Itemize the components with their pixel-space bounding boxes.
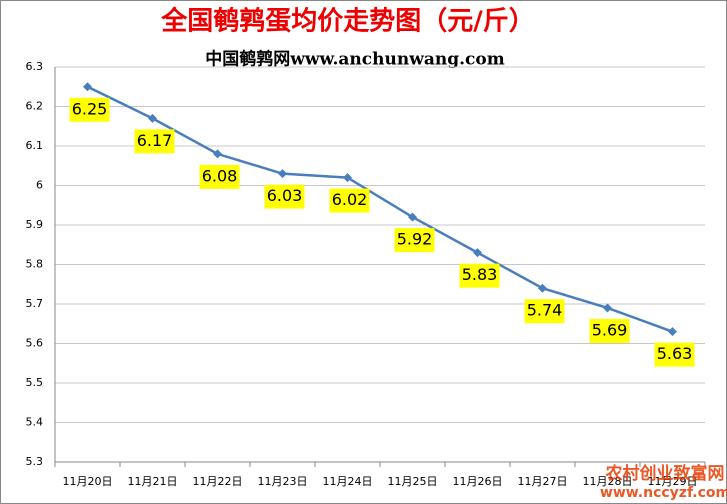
y-tick-label: 5.3 xyxy=(26,455,44,468)
y-tick-label: 6.2 xyxy=(26,100,44,113)
line xyxy=(86,85,673,333)
x-tick-label: 11月27日 xyxy=(518,475,568,488)
marker xyxy=(473,248,482,258)
data-label-bg xyxy=(524,299,565,324)
y-tick-label: 5.7 xyxy=(26,297,44,310)
data-label: 5.83 xyxy=(462,265,498,284)
data-label: 6.03 xyxy=(267,186,303,205)
y-tick-label: 6 xyxy=(36,179,43,192)
x-tick-label: 11月24日 xyxy=(323,475,373,488)
chart-subtitle: 中国鹌鹑网www.anchunwang.com xyxy=(205,49,504,70)
data-label-bg xyxy=(199,164,240,189)
data-label-bg xyxy=(69,97,110,122)
x-tick-label: 11月20日 xyxy=(63,475,113,488)
marker xyxy=(278,169,287,179)
y-tick-label: 5.6 xyxy=(26,337,44,350)
data-label-bg xyxy=(134,129,175,154)
data-label: 6.02 xyxy=(332,190,368,209)
y-tick-label: 6.3 xyxy=(26,60,44,73)
watermark: www.nccyzf.com xyxy=(600,485,727,501)
data-label: 5.74 xyxy=(527,301,563,320)
data-label-bg xyxy=(329,188,370,213)
x-tick-label: 11月26日 xyxy=(453,475,503,488)
marker xyxy=(83,82,92,92)
data-label-bg xyxy=(394,228,435,253)
marker xyxy=(408,212,417,222)
marker xyxy=(213,149,222,159)
data-label: 5.92 xyxy=(397,230,433,249)
data-label-bg xyxy=(264,184,305,209)
data-label-bg xyxy=(654,342,695,367)
x-tick-label: 11月25日 xyxy=(388,475,438,488)
data-label: 6.17 xyxy=(137,131,173,150)
marker xyxy=(148,113,157,123)
x-tick-label: 11月28日 xyxy=(583,475,633,488)
x-tick-label: 11月29日 xyxy=(648,475,698,488)
chart-title: 全国鹌鹑蛋均价走势图（元/斤） xyxy=(160,6,535,37)
x-tick-label: 11月21日 xyxy=(128,475,178,488)
marker xyxy=(603,303,612,313)
y-tick-label: 5.8 xyxy=(26,258,44,271)
marker xyxy=(343,173,352,183)
y-tick-label: 5.4 xyxy=(26,416,44,429)
y-tick-label: 6.1 xyxy=(26,139,44,152)
x-tick-label: 11月23日 xyxy=(258,475,308,488)
data-label: 5.69 xyxy=(592,320,628,339)
data-label: 5.63 xyxy=(657,344,693,363)
data-label-bg xyxy=(589,318,630,343)
y-tick-label: 5.5 xyxy=(26,376,44,389)
y-tick-label: 5.9 xyxy=(26,218,44,231)
data-label: 6.08 xyxy=(202,166,238,185)
watermark: 农村创业致富网 xyxy=(605,463,725,484)
data-label: 6.25 xyxy=(72,99,108,118)
marker xyxy=(668,327,677,337)
marker xyxy=(538,283,547,293)
data-label-bg xyxy=(459,263,500,288)
x-tick-label: 11月22日 xyxy=(193,475,243,488)
